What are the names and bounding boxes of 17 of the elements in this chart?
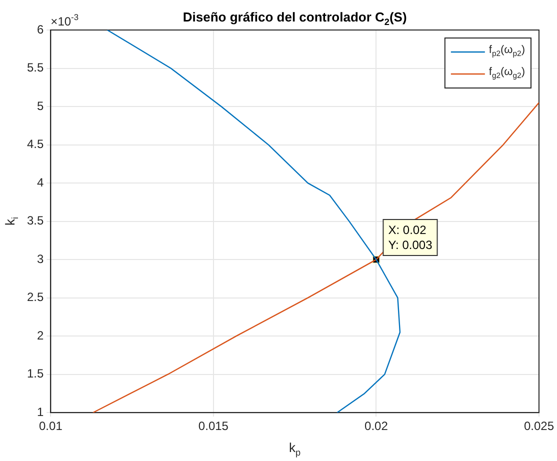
y-tick-label: 4.5 bbox=[26, 137, 44, 152]
y-tick-label: 2 bbox=[36, 328, 44, 342]
y-tick-label: 1.5 bbox=[26, 366, 44, 381]
x-tick-label: 0.025 bbox=[524, 419, 554, 434]
y-axis-title: ki bbox=[2, 217, 20, 226]
x-tick-label: 0.015 bbox=[198, 419, 229, 434]
y-tick-label: 5 bbox=[36, 98, 44, 113]
y-tick-label: 4 bbox=[36, 175, 44, 190]
x-tick-label: 0.01 bbox=[39, 419, 63, 434]
y-tick-label: 3 bbox=[36, 252, 44, 266]
x-tick-label: 0.02 bbox=[364, 419, 388, 434]
y-tick-label: 6 bbox=[36, 22, 44, 36]
annotation: X: 0.02 Y: 0.003 bbox=[388, 222, 433, 252]
y-tick-label: 5.5 bbox=[26, 60, 44, 75]
y-tick-label: 2.5 bbox=[26, 290, 44, 304]
y-tick-label: 1 bbox=[36, 404, 44, 419]
y-tick-label: 3.5 bbox=[26, 214, 44, 228]
